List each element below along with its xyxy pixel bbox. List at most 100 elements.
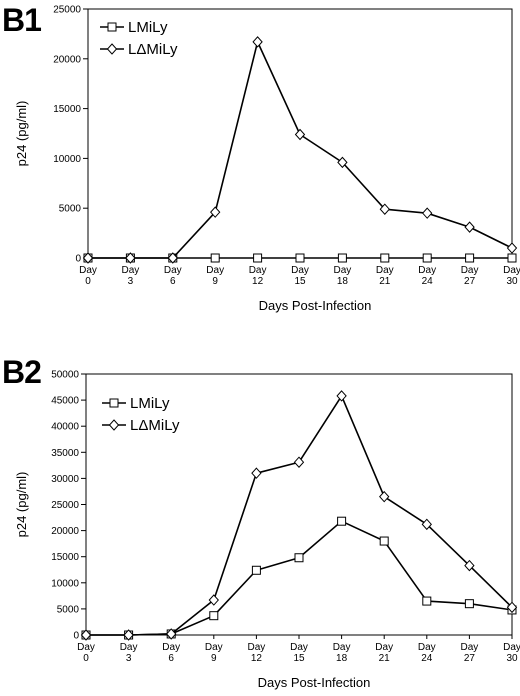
y-tick-label: 5000: [59, 204, 82, 215]
y-tick-label: 25000: [53, 5, 81, 16]
diamond-marker: [251, 467, 262, 479]
y-tick-label: 50000: [51, 370, 79, 381]
x-tick-label: Day 18: [334, 265, 352, 287]
diamond-marker: [80, 629, 92, 641]
diamond-marker: [506, 242, 518, 254]
legend-entry: LΔMiLy: [102, 417, 180, 434]
diamond-marker: [208, 594, 219, 606]
series-LMiLy: [81, 516, 517, 640]
square-marker: [507, 253, 517, 263]
y-tick-label: 10000: [51, 578, 79, 589]
diamond-marker: [166, 628, 177, 640]
legend-label: LΔMiLy: [130, 417, 180, 434]
chart-panel-b1: B1 0 5000 10000 15000 20000 25000 Day 0 Day 3 Day 6…: [2, 2, 520, 314]
x-tick-label: Day 6: [162, 642, 180, 664]
y-tick-label: 10000: [53, 154, 81, 165]
square-marker: [465, 253, 475, 263]
series-line: [88, 41, 513, 259]
diamond-marker: [294, 128, 306, 141]
y-tick-label: 30000: [51, 474, 79, 485]
x-tick-label: Day 12: [249, 265, 267, 287]
x-tick-label: Day 0: [77, 642, 95, 664]
plot-area: [85, 373, 513, 636]
diamond-marker: [82, 252, 94, 264]
panel-label: B1: [2, 2, 42, 38]
y-tick-label: 0: [73, 631, 79, 642]
series-line: [86, 520, 513, 636]
square-marker: [295, 253, 305, 263]
y-tick-label: 25000: [51, 500, 79, 511]
diamond-marker: [123, 629, 134, 641]
x-tick-label: Day 6: [164, 265, 182, 287]
x-tick-label: Day 30: [503, 265, 520, 287]
square-marker: [422, 253, 432, 263]
legend-label: LΔMiLy: [128, 41, 178, 58]
x-tick-label: Day 21: [375, 642, 393, 664]
y-tick-label: 15000: [53, 104, 81, 115]
x-tick-label: Day 9: [206, 265, 224, 287]
y-tick-label: 35000: [51, 448, 79, 459]
diamond-marker: [337, 156, 348, 169]
y-tick-label: 5000: [57, 604, 80, 615]
x-tick-label: Day 21: [376, 265, 394, 287]
x-tick-label: Day 27: [461, 265, 479, 287]
legend-entry: LΔMiLy: [100, 41, 178, 58]
series-LΔMiLy: [80, 390, 518, 641]
diamond-marker: [379, 490, 390, 503]
square-marker: [210, 253, 220, 263]
chart-panel-b2: B2 0 5000 10000 15000 20000 25000 30000 35000 40…: [0, 348, 520, 696]
y-tick-label: 20000: [53, 54, 81, 65]
legend-entry: LMiLy: [100, 19, 168, 36]
square-marker: [422, 596, 432, 606]
diamond-marker: [336, 390, 347, 402]
panel-label: B2: [2, 354, 42, 390]
x-tick-label: Day 24: [418, 642, 436, 664]
square-marker: [294, 553, 304, 563]
square-marker: [337, 253, 347, 263]
diamond-marker: [106, 43, 118, 55]
x-tick-label: Day 3: [122, 265, 140, 287]
square-marker: [380, 253, 390, 263]
legend-label: LMiLy: [130, 395, 170, 412]
chart-b2: 0 5000 10000 15000 20000 25000 30000 35000 40000…: [14, 370, 520, 691]
square-marker: [253, 253, 263, 263]
diamond-marker: [293, 456, 305, 468]
x-tick-label: Day 15: [291, 265, 309, 287]
y-axis-title: p24 (pg/ml): [14, 101, 29, 167]
square-marker: [107, 22, 117, 32]
x-tick-label: Day 9: [205, 642, 223, 664]
x-tick-label: Day 3: [120, 642, 138, 664]
diamond-marker: [464, 221, 475, 233]
square-marker: [379, 536, 389, 546]
series-LΔMiLy: [82, 36, 518, 264]
diamond-marker: [252, 36, 263, 48]
y-tick-label: 45000: [51, 396, 79, 407]
x-tick-label: Day 0: [79, 265, 97, 287]
diamond-marker: [464, 559, 475, 572]
diamond-marker: [421, 518, 432, 531]
square-marker: [209, 611, 219, 621]
x-tick-label: Day 27: [461, 642, 479, 664]
y-tick-label: 0: [75, 254, 81, 265]
diamond-marker: [125, 252, 136, 264]
x-tick-label: Day 15: [290, 642, 308, 664]
x-axis-title: Days Post-Infection: [258, 675, 371, 690]
chart-b1: 0 5000 10000 15000 20000 25000 Day 0 Day 3 Day 6 Day…: [14, 5, 520, 314]
square-marker: [251, 565, 261, 575]
square-marker: [464, 599, 474, 609]
diamond-marker: [422, 207, 433, 219]
x-axis-title: Days Post-Infection: [259, 298, 372, 313]
square-marker: [337, 516, 347, 526]
square-marker: [109, 398, 119, 408]
y-tick-label: 20000: [51, 526, 79, 537]
diamond-marker: [379, 203, 390, 215]
x-tick-label: Day 18: [333, 642, 351, 664]
x-tick-label: Day 24: [418, 265, 436, 287]
y-tick-label: 40000: [51, 422, 79, 433]
diamond-marker: [167, 252, 178, 264]
diamond-marker: [108, 419, 120, 431]
legend-entry: LMiLy: [102, 395, 170, 412]
legend-label: LMiLy: [128, 19, 168, 36]
y-axis-title: p24 (pg/ml): [14, 472, 29, 538]
diamond-marker: [210, 206, 221, 218]
